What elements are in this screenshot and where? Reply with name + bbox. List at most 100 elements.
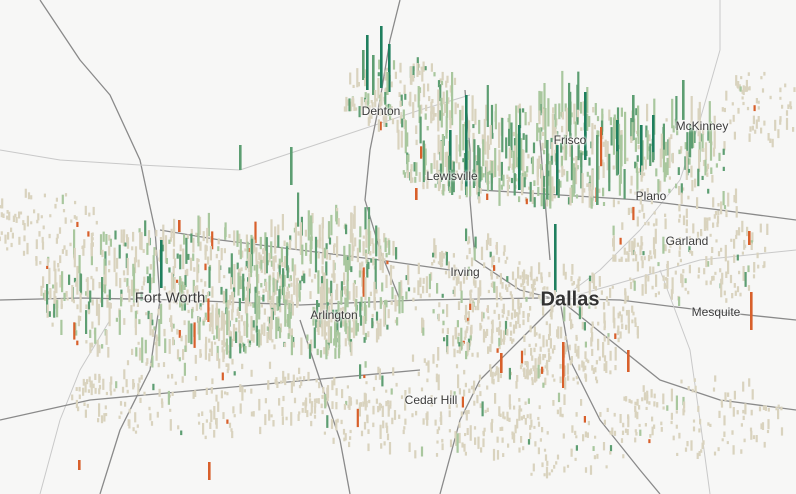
bar-mark [748,231,751,245]
bar-mark [222,324,225,348]
bar-mark [518,261,521,265]
bar-mark [202,423,205,435]
bar-mark [723,431,726,437]
bar-mark [670,134,673,140]
bar-mark [330,280,333,297]
bar-mark [386,433,390,441]
bar-mark [297,414,300,421]
bar-mark [610,127,613,146]
bar-mark [186,234,189,239]
bar-mark [713,115,716,149]
bar-mark [362,316,365,335]
bar-mark [603,312,606,324]
bar-mark [325,278,329,310]
bar-mark [642,251,645,256]
bar-mark [445,90,449,118]
bar-mark [372,257,375,266]
bar-mark [576,381,579,385]
bar-mark [123,318,126,325]
bar-mark [528,186,531,190]
bar-mark [729,119,732,125]
bar-mark [458,422,461,428]
bar-mark [634,161,637,169]
bar-mark [247,339,250,343]
bar-mark [519,302,522,308]
bar-mark [208,291,211,296]
bar-mark [602,141,605,147]
bar-mark [706,172,709,177]
bar-mark [209,246,212,261]
bar-mark [684,287,687,291]
bar-mark [541,462,544,468]
bar-mark [712,222,715,228]
bar-mark [185,237,188,264]
bar-mark [140,291,143,301]
bar-mark [641,397,644,402]
bar-mark [328,237,332,245]
bar-mark [623,300,626,304]
bar-mark [266,331,269,343]
bar-mark [491,281,494,288]
bar-mark [233,264,236,293]
bar-mark [466,428,469,435]
bar-mark [385,300,388,308]
bar-mark [46,258,49,266]
bar-mark [499,329,503,346]
bar-mark [741,220,744,233]
bar-mark [421,317,424,334]
bar-mark [105,234,108,245]
bar-mark [563,306,566,322]
bar-mark [605,465,608,469]
bar-mark [258,398,261,411]
bar-mark [153,326,156,331]
bar-mark [455,135,458,164]
bar-mark [412,102,415,118]
bar-mark [708,217,711,221]
bar-mark [312,306,315,322]
bar-mark [377,78,380,99]
bar-mark [425,104,428,112]
bar-mark [90,256,93,266]
bar-mark [303,376,306,381]
bar-mark [497,313,501,320]
bar-mark [546,431,549,435]
bar-mark [506,256,509,260]
bar-mark [394,319,397,324]
bar-mark [568,312,572,321]
bar-mark [690,96,693,129]
bar-mark [627,350,630,372]
bar-mark [90,275,93,280]
bar-mark [424,148,427,166]
bar-mark [428,96,431,102]
bar-mark [199,303,202,310]
bar-mark [575,412,578,417]
bar-mark [141,285,144,291]
bar-mark [390,106,393,113]
bar-mark [146,266,149,275]
bar-mark [108,245,111,256]
bar-mark [174,381,177,385]
bar-mark [657,262,660,267]
bar-mark [670,388,673,402]
bar-mark [446,327,449,335]
bar-mark [609,430,612,435]
bar-mark [556,409,559,415]
bar-mark [549,356,552,360]
bar-mark [740,423,743,427]
bar-mark [239,403,242,414]
bar-mark [233,371,236,376]
bar-mark [501,118,504,153]
bar-mark [266,326,269,331]
bar-mark [415,410,418,416]
bar-mark [210,341,213,356]
bar-mark [131,246,134,251]
bar-mark [564,103,567,112]
bar-mark [273,304,276,316]
bar-mark [751,232,754,242]
bar-mark [162,224,165,252]
bar-mark [101,249,104,258]
bar-mark [330,318,333,323]
bar-mark [42,292,46,299]
bar-mark [457,336,460,344]
